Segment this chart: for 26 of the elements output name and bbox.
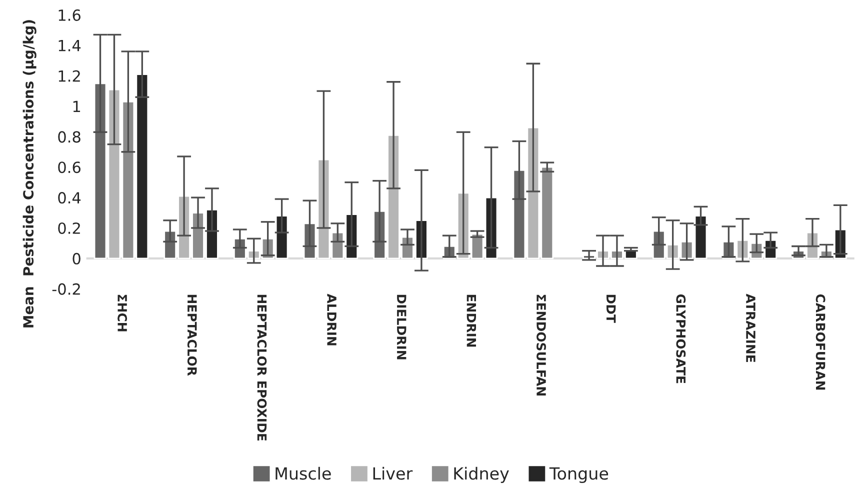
y-axis-title: Mean Pesticide Concentrations (µg/kg) <box>22 20 36 328</box>
y-tick-label: 0.6 <box>58 162 80 174</box>
y-tick-label: 0.8 <box>58 131 80 143</box>
y-tick-label: 1 <box>73 100 80 112</box>
y-tick-label: 1.4 <box>58 40 81 52</box>
y-tick-label: 1.2 <box>58 70 80 82</box>
legend-label: Tongue <box>549 467 608 483</box>
x-tick-label: ATRAZINE <box>746 294 756 362</box>
x-tick-label: ALDRIN <box>327 294 336 346</box>
legend-label: Muscle <box>276 466 331 480</box>
x-tick-label: ΣENDOSULFAN <box>536 294 546 396</box>
y-tick-label: 0 <box>72 252 80 264</box>
x-tick-label: DIELDRIN <box>397 294 406 360</box>
legend-label: Kidney <box>454 466 509 483</box>
x-tick-label: CARBOFURAN <box>816 294 826 390</box>
y-tick-label: 0.4 <box>58 192 81 204</box>
x-tick-label: ENDRIN <box>466 294 476 347</box>
y-tick-label: -0.2 <box>52 283 80 295</box>
legend-label: Liver <box>373 466 413 480</box>
x-tick-label: DDT <box>606 294 616 323</box>
x-tick-label: HEPTACLOR <box>187 294 197 376</box>
x-tick-label: ΣHCH <box>118 294 128 332</box>
y-tick-label: 0.2 <box>58 222 80 234</box>
y-tick-label: 1.6 <box>58 9 80 21</box>
x-tick-label: GLYPHOSATE <box>676 294 686 384</box>
x-tick-label: HEPTACLOR EPOXIDE <box>257 294 267 441</box>
